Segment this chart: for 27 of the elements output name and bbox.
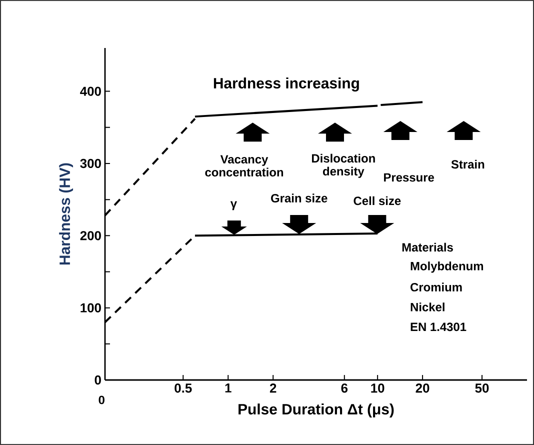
annotation: Molybdenum bbox=[410, 262, 484, 273]
x-tick-label: 2 bbox=[270, 384, 276, 393]
y-tick-label: 400 bbox=[80, 86, 101, 96]
annotation: Grain size bbox=[271, 194, 328, 202]
y-tick-label: 300 bbox=[80, 158, 101, 168]
text: Hardness increasing bbox=[214, 78, 359, 92]
y-axis-title: Hardness (HV) bbox=[59, 163, 74, 264]
annotation: Pressure bbox=[384, 173, 434, 182]
x-tick-label: 50 bbox=[475, 384, 489, 393]
annotation: EN 1.4301 bbox=[410, 322, 466, 332]
x-tick-label: 6 bbox=[341, 384, 348, 393]
annotation: Materials bbox=[402, 242, 453, 252]
annotation: Strain bbox=[451, 160, 484, 169]
annotation: γ bbox=[230, 201, 237, 210]
annotation: Cromium bbox=[410, 282, 462, 292]
y-tick-label: 0 bbox=[94, 375, 101, 385]
annotation: Dislocation density bbox=[312, 154, 375, 178]
annotation: Vacancy concentration bbox=[205, 155, 284, 176]
x-tick-label: 20 bbox=[416, 384, 430, 393]
x-tick-label: 1 bbox=[225, 384, 232, 392]
x-tick-label: 10 bbox=[371, 384, 384, 393]
y-tick-label: 100 bbox=[80, 303, 101, 312]
x-tick-label: 0.5 bbox=[174, 384, 192, 393]
annotation: Nickel bbox=[410, 302, 444, 312]
x-axis-title: Pulse Duration Δt (μs) bbox=[238, 404, 394, 418]
y-tick-label: 200 bbox=[80, 231, 101, 240]
annotation: Cell size bbox=[354, 196, 401, 206]
